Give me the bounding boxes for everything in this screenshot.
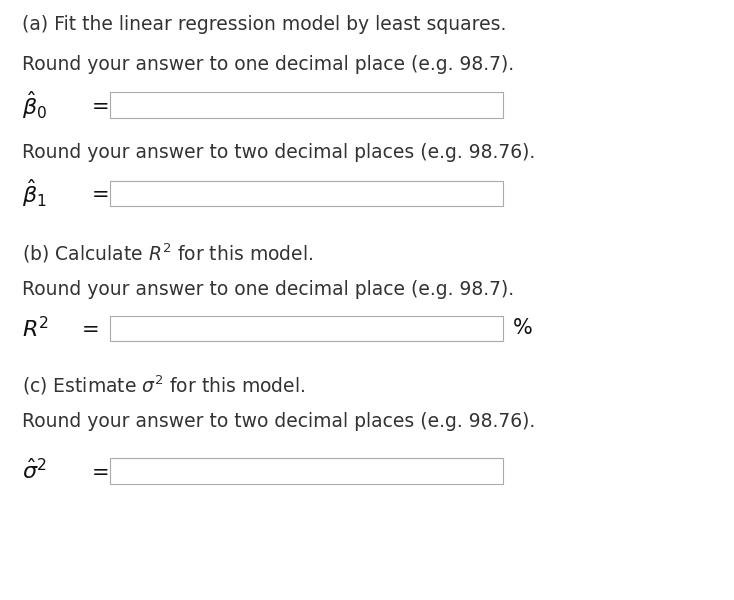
Text: $=$: $=$: [87, 183, 108, 203]
Text: $=$: $=$: [87, 95, 108, 115]
FancyBboxPatch shape: [110, 316, 503, 341]
FancyBboxPatch shape: [110, 458, 503, 484]
Text: Round your answer to one decimal place (e.g. 98.7).: Round your answer to one decimal place (…: [22, 55, 514, 74]
Text: (b) Calculate $R^2$ for this model.: (b) Calculate $R^2$ for this model.: [22, 241, 313, 265]
Text: $R^2$: $R^2$: [22, 316, 49, 341]
Text: (a) Fit the linear regression model by least squares.: (a) Fit the linear regression model by l…: [22, 14, 506, 34]
Text: $\hat{\beta}_1$: $\hat{\beta}_1$: [22, 178, 47, 209]
Text: Round your answer to two decimal places (e.g. 98.76).: Round your answer to two decimal places …: [22, 143, 535, 163]
Text: Round your answer to one decimal place (e.g. 98.7).: Round your answer to one decimal place (…: [22, 280, 514, 299]
Text: $\hat{\beta}_0$: $\hat{\beta}_0$: [22, 89, 47, 121]
Text: Round your answer to two decimal places (e.g. 98.76).: Round your answer to two decimal places …: [22, 412, 535, 431]
FancyBboxPatch shape: [110, 92, 503, 118]
Text: $=$: $=$: [87, 461, 108, 481]
Text: $\%$: $\%$: [512, 318, 532, 338]
Text: $=$: $=$: [77, 318, 98, 338]
Text: (c) Estimate $\sigma^2$ for this model.: (c) Estimate $\sigma^2$ for this model.: [22, 373, 305, 397]
FancyBboxPatch shape: [110, 181, 503, 206]
Text: $\hat{\sigma}^2$: $\hat{\sigma}^2$: [22, 458, 46, 484]
